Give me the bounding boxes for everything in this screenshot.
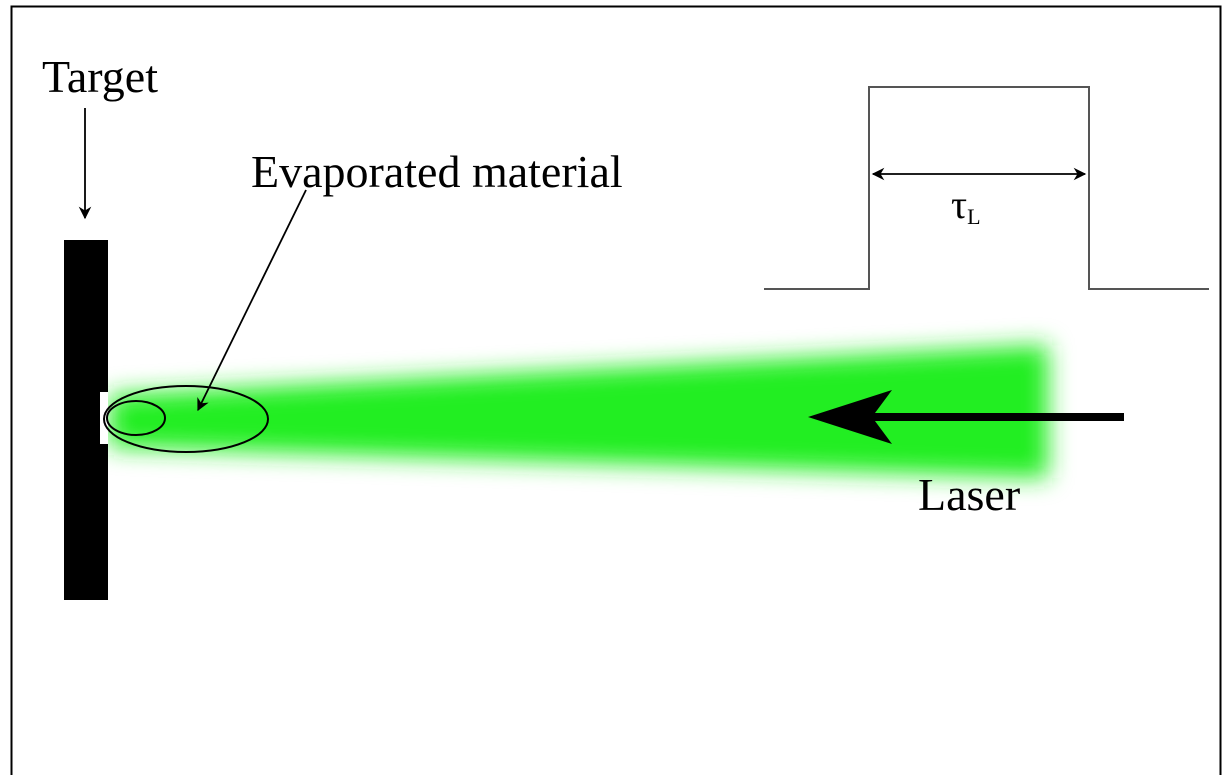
diagram-frame bbox=[10, 5, 1222, 775]
tau-symbol: τ bbox=[951, 182, 967, 227]
laser-beam bbox=[110, 345, 1048, 478]
plume-outer-ellipse bbox=[103, 385, 269, 453]
laser-direction-arrowhead bbox=[808, 390, 892, 444]
pulse-width-label: τL bbox=[951, 182, 981, 229]
plume-inner-ellipse bbox=[106, 400, 166, 436]
pulse-waveform bbox=[764, 86, 1209, 290]
tau-subscript: L bbox=[967, 204, 980, 229]
evaporated-material-label: Evaporated material bbox=[251, 146, 623, 197]
target-label: Target bbox=[42, 51, 158, 102]
laser-label: Laser bbox=[918, 469, 1020, 520]
evaporated-material-arrow bbox=[197, 189, 307, 412]
